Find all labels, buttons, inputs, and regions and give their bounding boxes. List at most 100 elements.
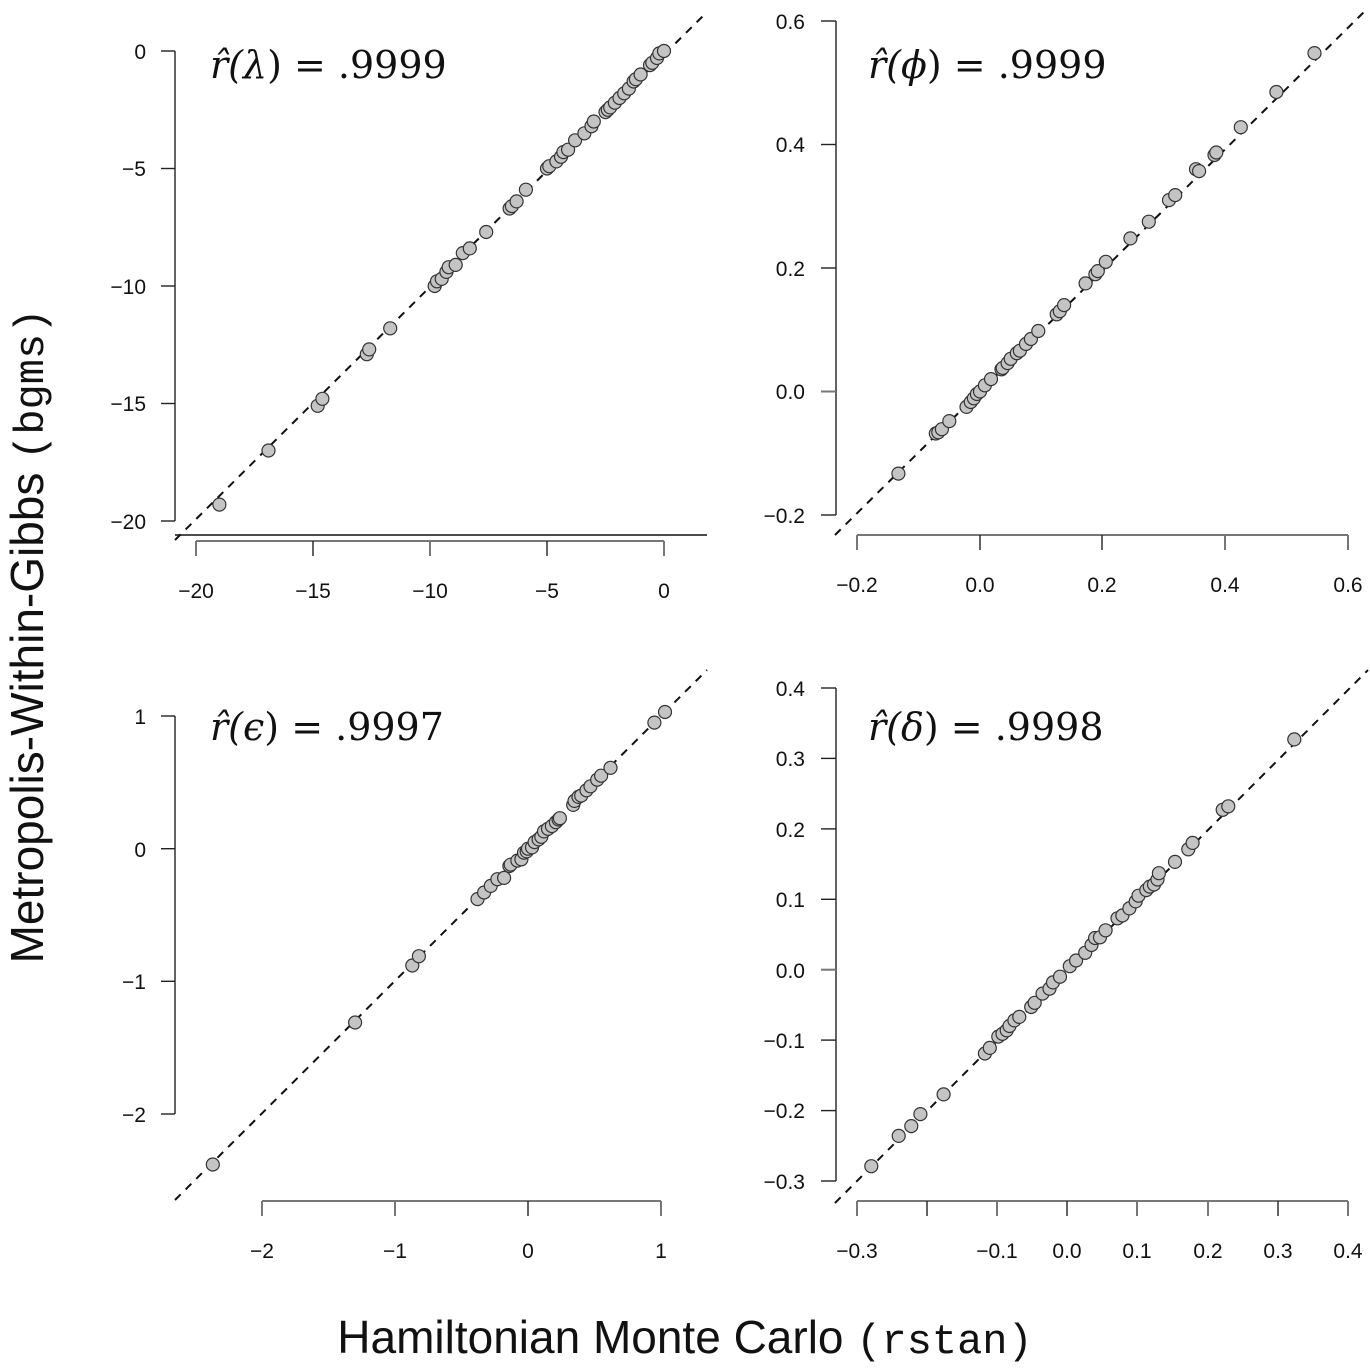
x-tick-label: −0.3 [836,1240,877,1263]
data-point [1151,866,1167,881]
data-point [982,1040,997,1056]
panel-phi: 0.6 0.4 0.2 0.0 −0.2 −0.2 0.0 0.2 0.4 0.… [764,7,1369,597]
x-axis-title: Hamiltonian Monte Carlo (rstan) [0,1310,1370,1366]
data-point [1287,732,1302,747]
data-point [1027,995,1042,1010]
data-point [1078,276,1093,291]
x-tick-label: −5 [535,580,559,603]
data-point [1098,923,1113,938]
data-point [383,321,398,336]
data-points [205,704,673,1172]
y-tick-label: −0.2 [764,505,805,528]
x-tick-label: 0.0 [965,574,994,597]
data-point [1209,145,1224,160]
data-point [891,466,906,481]
panel-delta: 0.4 0.3 0.2 0.1 0.0 −0.1 −0.2 −0.3 −0.3 … [764,669,1369,1263]
x-tick-label: 0.4 [1333,1240,1363,1263]
data-point [1185,835,1200,851]
data-point [509,194,524,209]
data-point [205,1157,220,1172]
x-tick-label: 0.6 [1333,574,1362,597]
x-axis-title-package: (rstan) [856,1318,1033,1366]
rhat-annotation: r̂(ϕ) = .9999 [868,43,1107,87]
y-tick-label: 0.2 [776,819,805,842]
x-tick-label: 0.0 [1052,1240,1081,1263]
data-point [518,182,534,197]
data-point [362,342,377,357]
data-point [1031,323,1046,339]
x-tick-label: −1 [383,1240,407,1263]
data-point [1168,188,1183,203]
panel-lambda: 0 −5 −10 −15 −20 −20 −15 −10 −5 0 r̂(λ) … [110,11,708,603]
data-point [904,1118,919,1134]
reference-line [174,669,708,1201]
data-point [1221,799,1236,814]
y-tick-label: −5 [122,158,146,181]
x-tick-label: 0.3 [1263,1240,1292,1263]
data-point [497,870,512,886]
data-point [552,811,568,826]
data-point [657,704,673,720]
x-tick-label: 0 [522,1240,534,1263]
x-axis: −0.2 0.0 0.2 0.4 0.6 [836,534,1363,597]
y-tick-label: 0.0 [776,381,805,404]
data-point [411,949,426,964]
data-point [1098,254,1113,269]
data-point [1233,120,1248,135]
x-tick-label: −0.2 [836,574,877,597]
data-point [1012,1009,1027,1025]
data-point [647,715,662,730]
y-axis-title-package: (bgms) [8,308,56,460]
y-tick-label: −15 [110,393,146,416]
x-axis: −2 −1 0 1 [250,1200,667,1263]
x-tick-label: −10 [412,580,448,603]
data-points [864,732,1302,1174]
data-point [603,760,618,775]
x-tick-label: 0.2 [1193,1240,1222,1263]
panel-epsilon: 1 0 −1 −2 −2 −1 0 1 r̂(ϵ) = .9997 [122,669,708,1263]
y-tick-label: 0 [134,839,146,862]
y-tick-label: 0.4 [776,678,806,701]
y-tick-label: −0.2 [764,1100,805,1123]
y-tick-label: 1 [134,706,146,729]
y-tick-label: 0.1 [776,889,805,912]
data-point [913,1106,928,1122]
x-axis: −20 −15 −10 −5 0 [175,534,707,603]
y-tick-label: −20 [110,511,146,534]
y-tick-label: 0.0 [776,960,805,983]
data-point [1052,969,1068,984]
y-axis: 0.4 0.3 0.2 0.1 0.0 −0.1 −0.2 −0.3 [764,678,837,1194]
data-point [633,67,648,82]
y-tick-label: 0.3 [776,748,805,771]
x-tick-label: −15 [295,580,331,603]
x-tick-label: 0.2 [1087,574,1116,597]
y-axis: 0.6 0.4 0.2 0.0 −0.2 [764,11,837,528]
rhat-annotation: r̂(λ) = .9999 [210,43,447,87]
y-tick-label: −10 [110,276,146,299]
y-tick-label: −0.1 [764,1030,805,1053]
x-tick-label: 0.4 [1210,574,1240,597]
data-point [1056,298,1072,313]
y-tick-label: −2 [122,1104,146,1127]
y-tick-label: −1 [122,971,146,994]
x-tick-label: 0 [658,580,670,603]
data-point [1307,45,1322,61]
data-point [1269,84,1284,100]
data-point [261,443,276,458]
data-point [479,224,494,240]
y-tick-label: 0.4 [776,134,806,157]
x-tick-label: −0.1 [976,1240,1017,1263]
y-tick-label: 0.6 [776,11,805,34]
y-tick-label: 0.2 [776,258,805,281]
data-point [942,414,957,429]
data-point [1191,164,1207,179]
data-point [560,142,576,157]
data-point [1123,231,1138,246]
data-point [212,497,227,512]
data-points [891,45,1322,481]
data-point [462,241,477,256]
data-point [348,1015,363,1030]
data-point [1068,953,1084,968]
y-axis: 0 −5 −10 −15 −20 [110,41,176,534]
